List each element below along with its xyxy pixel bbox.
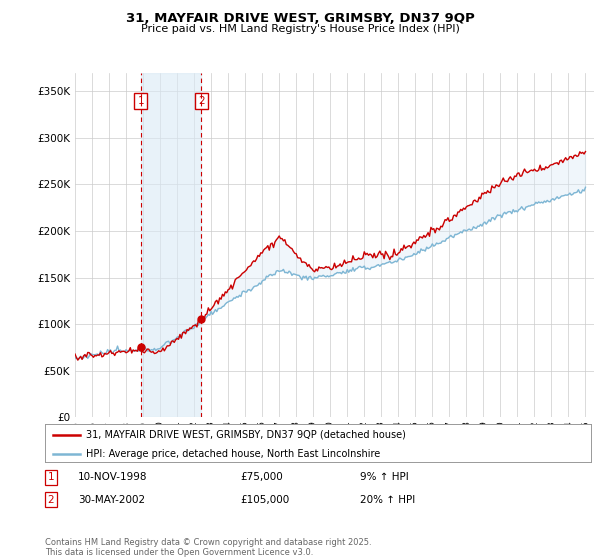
Text: 2: 2: [47, 494, 55, 505]
Text: £75,000: £75,000: [240, 472, 283, 482]
Text: Contains HM Land Registry data © Crown copyright and database right 2025.
This d: Contains HM Land Registry data © Crown c…: [45, 538, 371, 557]
Text: 9% ↑ HPI: 9% ↑ HPI: [360, 472, 409, 482]
Text: £105,000: £105,000: [240, 494, 289, 505]
Text: 30-MAY-2002: 30-MAY-2002: [78, 494, 145, 505]
Bar: [140, 73, 201, 417]
Text: 2: 2: [198, 96, 205, 106]
Text: Price paid vs. HM Land Registry's House Price Index (HPI): Price paid vs. HM Land Registry's House …: [140, 24, 460, 34]
Text: 31, MAYFAIR DRIVE WEST, GRIMSBY, DN37 9QP: 31, MAYFAIR DRIVE WEST, GRIMSBY, DN37 9Q…: [125, 12, 475, 25]
Text: 1: 1: [137, 96, 144, 106]
Text: 20% ↑ HPI: 20% ↑ HPI: [360, 494, 415, 505]
Text: 31, MAYFAIR DRIVE WEST, GRIMSBY, DN37 9QP (detached house): 31, MAYFAIR DRIVE WEST, GRIMSBY, DN37 9Q…: [86, 430, 406, 440]
Text: 1: 1: [47, 472, 55, 482]
Text: 10-NOV-1998: 10-NOV-1998: [78, 472, 148, 482]
Text: HPI: Average price, detached house, North East Lincolnshire: HPI: Average price, detached house, Nort…: [86, 449, 380, 459]
